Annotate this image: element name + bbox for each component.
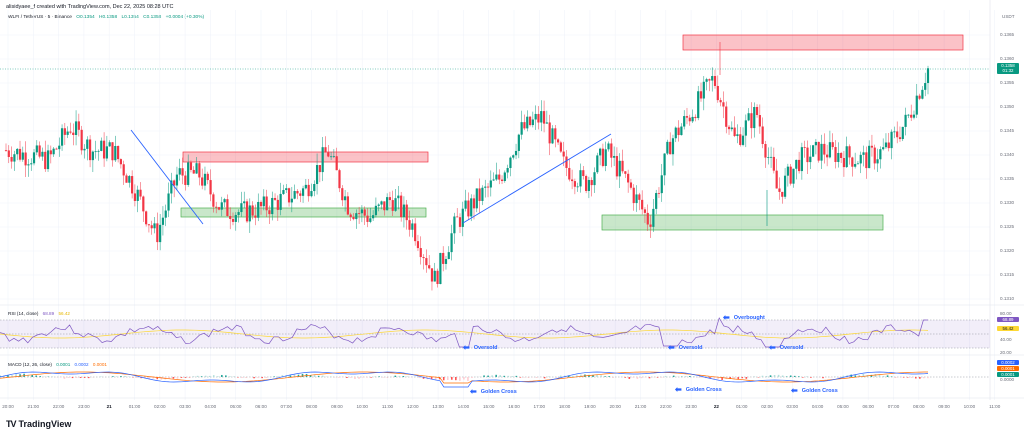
- current-price-tag: 0.1358 01:32: [997, 63, 1019, 74]
- time-tick: 07:00: [887, 404, 900, 409]
- time-tick: 08:00: [913, 404, 925, 409]
- time-tick: 23:00: [685, 404, 697, 409]
- time-tick: 02:00: [761, 404, 773, 409]
- time-tick: 04:00: [204, 404, 217, 409]
- rsi-ma-tag: 56.42: [997, 326, 1019, 331]
- currency-label[interactable]: USDT: [1002, 14, 1015, 19]
- rsi-value-tag: 68.89: [997, 317, 1019, 322]
- time-tick: 01:00: [735, 404, 748, 409]
- ohlc-open: O0.1354: [76, 15, 95, 20]
- macd-signal-tag: 0.0001: [997, 366, 1019, 371]
- chart-credit: alisidyaee_f created with TradingView.co…: [6, 4, 174, 10]
- time-tick: 22:00: [660, 404, 672, 409]
- price-tick: 0.1355: [1000, 80, 1015, 85]
- time-tick: 06:00: [255, 404, 267, 409]
- annotation-overbought: ⬅ Overbought: [723, 313, 765, 322]
- arrow-left-icon: ⬅: [769, 343, 776, 352]
- time-tick: 16:00: [508, 404, 520, 409]
- annotation-oversold-2: ⬅ Oversold: [668, 343, 703, 352]
- current-price: 0.1358: [1001, 63, 1015, 68]
- rsi-label: RSI (14, close): [8, 311, 39, 316]
- arrow-left-icon: ⬅: [723, 313, 730, 322]
- time-tick: 05:00: [229, 404, 242, 409]
- macd-legend[interactable]: MACD (12, 26, close) 0.0001 0.0002 0.000…: [8, 362, 107, 367]
- annotation-golden-cross-3: ⬅ Golden Cross: [791, 386, 838, 395]
- arrow-left-icon: ⬅: [470, 387, 477, 396]
- time-tick: 11:00: [989, 404, 1001, 409]
- price-tick: 0.1315: [1000, 272, 1015, 277]
- time-tick: 21: [106, 404, 112, 409]
- bar-countdown: 01:32: [1002, 68, 1014, 73]
- time-tick: 02:00: [154, 404, 166, 409]
- time-tick: 23:00: [78, 404, 90, 409]
- time-tick: 06:00: [862, 404, 874, 409]
- time-tick: 07:00: [280, 404, 293, 409]
- price-tick: 0.1325: [1000, 224, 1015, 229]
- rsi-tick-80: 80.00: [1000, 311, 1012, 316]
- price-tick: 0.1335: [1000, 176, 1015, 181]
- macd-line-value: 0.0002: [74, 362, 89, 367]
- price-tick: 0.1330: [1000, 200, 1015, 205]
- annotation-golden-cross-2: ⬅ Golden Cross: [675, 385, 722, 394]
- time-tick: 03:00: [179, 404, 191, 409]
- macd-signal-value: 0.0001: [92, 362, 107, 367]
- rsi-value: 68.89: [42, 311, 55, 316]
- time-tick: 04:00: [811, 404, 824, 409]
- time-tick: 19:00: [584, 404, 596, 409]
- rsi-legend[interactable]: RSI (14, close) 68.89 56.42: [8, 311, 70, 316]
- arrow-left-icon: ⬅: [675, 385, 682, 394]
- time-tick: 20:00: [2, 404, 14, 409]
- arrow-left-icon: ⬅: [791, 386, 798, 395]
- time-tick: 13:00: [432, 404, 444, 409]
- time-tick: 03:00: [786, 404, 799, 409]
- tradingview-logo[interactable]: TV TradingView: [6, 419, 72, 429]
- price-tick: 0.1340: [1000, 152, 1015, 157]
- price-tick: 0.1360: [1000, 56, 1015, 61]
- tradingview-logo-icon: TV: [6, 419, 16, 429]
- time-tick: 08:00: [305, 404, 318, 409]
- arrow-left-icon: ⬅: [668, 343, 675, 352]
- time-tick: 09:00: [331, 404, 343, 409]
- time-tick: 22: [713, 404, 719, 409]
- macd-line-tag: 0.0002: [997, 360, 1019, 365]
- rsi-ma-value: 56.42: [58, 311, 70, 316]
- ohlc-low: L0.1354: [121, 15, 139, 20]
- time-tick: 01:00: [128, 404, 141, 409]
- macd-hist-value: 0.0001: [56, 362, 71, 367]
- time-tick: 18:00: [558, 404, 571, 409]
- price-tick: 0.1350: [1000, 104, 1015, 109]
- price-tick: 0.1320: [1000, 248, 1015, 253]
- arrow-left-icon: ⬅: [463, 343, 470, 352]
- price-tick: 0.1365: [1000, 32, 1015, 37]
- time-tick: 22:00: [52, 404, 65, 409]
- time-tick: 21:00: [634, 404, 647, 409]
- symbol-title[interactable]: WLFI / TetherUS · 5 · Binance: [8, 15, 72, 20]
- macd-hist-tag: 0.0001: [997, 372, 1019, 377]
- rsi-tick-40: 40.00: [1000, 337, 1012, 342]
- time-tick: 12:00: [407, 404, 419, 409]
- time-tick: 21:00: [27, 404, 40, 409]
- price-tick: 0.1310: [1000, 296, 1015, 301]
- ohlc-close: C0.1358: [143, 15, 162, 20]
- annotation-oversold-1: ⬅ Oversold: [463, 343, 498, 352]
- rsi-tick-20: 20.00: [1000, 350, 1012, 355]
- time-tick: 15:00: [482, 404, 495, 409]
- annotation-golden-cross-1: ⬅ Golden Cross: [470, 387, 517, 396]
- time-tick: 10:00: [356, 404, 368, 409]
- time-tick: 10:00: [963, 404, 976, 409]
- time-tick: 20:00: [609, 404, 621, 409]
- ohlc-high: H0.1358: [99, 15, 118, 20]
- macd-label: MACD (12, 26, close): [8, 362, 52, 367]
- time-tick: 17:00: [533, 404, 546, 409]
- time-tick: 11:00: [381, 404, 394, 409]
- price-tick: 0.1345: [1000, 128, 1015, 133]
- macd-zero-tick: 0.0000: [1000, 377, 1015, 382]
- time-tick: 09:00: [938, 404, 950, 409]
- time-tick: 05:00: [837, 404, 849, 409]
- time-tick: 14:00: [457, 404, 470, 409]
- annotation-oversold-3: ⬅ Oversold: [769, 343, 804, 352]
